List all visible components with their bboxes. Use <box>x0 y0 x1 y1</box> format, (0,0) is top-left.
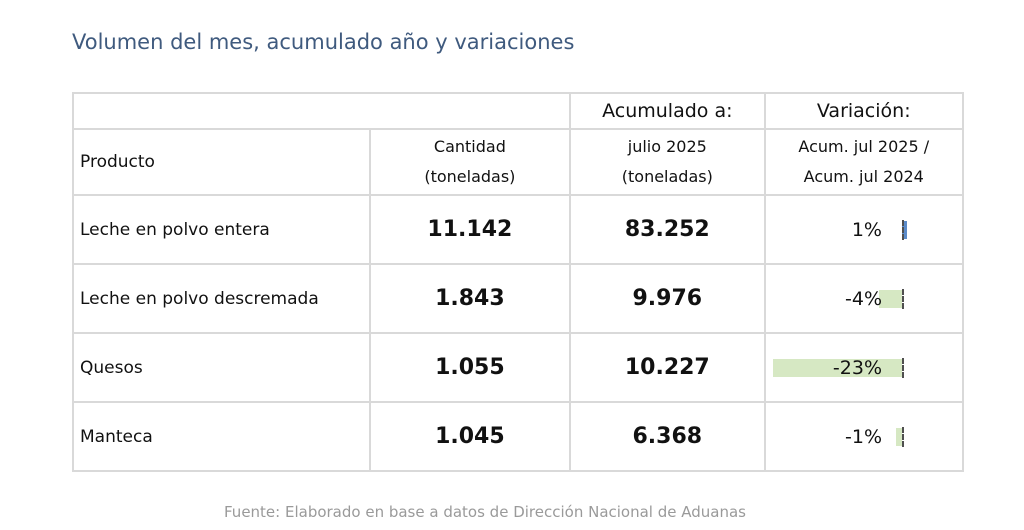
product-name: Manteca <box>72 401 371 472</box>
variacion-value: -1% <box>845 425 882 448</box>
variacion-cell: 1% <box>763 194 965 265</box>
variacion-axis <box>901 288 904 309</box>
header-cantidad-line2: (toneladas) <box>424 167 516 186</box>
volume-table: Acumulado a: Variación: Producto Cantida… <box>71 92 965 472</box>
header-acumulado-line2: (toneladas) <box>621 167 713 186</box>
header-row-sub: Producto Cantidad (toneladas) julio 2025… <box>72 128 965 196</box>
variacion-axis <box>901 426 904 447</box>
header-acumulado: julio 2025 (toneladas) <box>569 129 766 196</box>
variacion-cell: -1% <box>763 401 965 472</box>
header-producto: Producto <box>72 128 371 196</box>
variacion-axis <box>901 219 904 240</box>
variacion-bar <box>772 358 902 377</box>
header-cantidad-line1: Cantidad <box>433 137 506 156</box>
header-variacion: Acum. jul 2025 / Acum. jul 2024 <box>763 129 965 196</box>
table-row: Leche en polvo entera 11.142 83.252 1% <box>72 194 965 265</box>
variacion-bar <box>895 427 902 446</box>
header-variacion-line2: Acum. jul 2024 <box>803 167 924 186</box>
header-empty-cell <box>71 92 572 130</box>
cantidad-value: 11.142 <box>368 194 572 265</box>
variacion-bar <box>901 220 908 239</box>
product-name: Quesos <box>72 332 371 403</box>
variacion-cell: -23% <box>763 332 965 403</box>
table-row: Manteca 1.045 6.368 -1% <box>72 401 965 472</box>
header-acumulado-line1: julio 2025 <box>627 137 707 156</box>
variacion-value: -4% <box>845 287 882 310</box>
cantidad-value: 1.045 <box>368 401 572 472</box>
cantidad-value: 1.055 <box>368 332 572 403</box>
acumulado-value: 83.252 <box>569 194 766 265</box>
page-title: Volumen del mes, acumulado año y variaci… <box>72 30 575 54</box>
table-row: Quesos 1.055 10.227 -23% <box>72 332 965 403</box>
header-row-top: Acumulado a: Variación: <box>71 92 965 130</box>
source-note: Fuente: Elaborado en base a datos de Dir… <box>224 503 746 521</box>
variacion-value: 1% <box>851 218 882 241</box>
acumulado-value: 9.976 <box>569 263 766 334</box>
variacion-bar <box>879 289 902 308</box>
table-row: Leche en polvo descremada 1.843 9.976 -4… <box>72 263 965 334</box>
header-acumulado-top: Acumulado a: <box>569 92 766 130</box>
variacion-value: -23% <box>832 356 882 379</box>
product-name: Leche en polvo descremada <box>72 263 371 334</box>
product-name: Leche en polvo entera <box>72 194 371 265</box>
header-variacion-top: Variación: <box>763 92 965 130</box>
cantidad-value: 1.843 <box>368 263 572 334</box>
acumulado-value: 6.368 <box>569 401 766 472</box>
variacion-cell: -4% <box>763 263 965 334</box>
header-cantidad: Cantidad (toneladas) <box>368 128 572 196</box>
variacion-axis <box>901 357 904 378</box>
header-variacion-line1: Acum. jul 2025 / <box>798 137 930 156</box>
acumulado-value: 10.227 <box>569 332 766 403</box>
